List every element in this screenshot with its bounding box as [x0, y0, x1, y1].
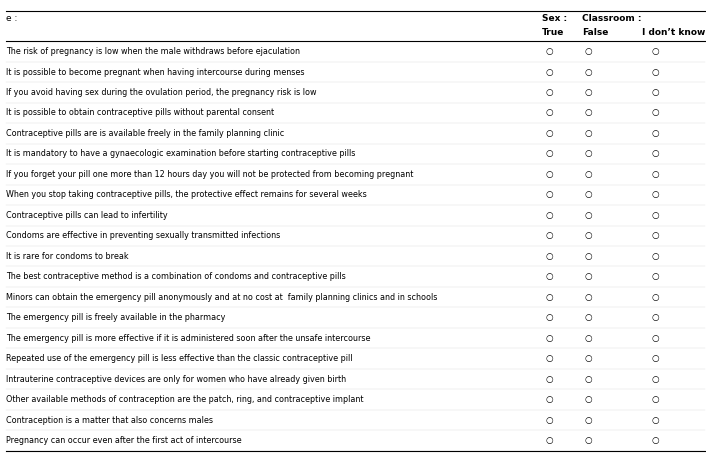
Text: ○: ○ [585, 88, 592, 97]
Text: ○: ○ [585, 313, 592, 322]
Text: ○: ○ [652, 47, 659, 56]
Text: ○: ○ [546, 129, 553, 138]
Text: It is possible to become pregnant when having intercourse during menses: It is possible to become pregnant when h… [6, 67, 304, 77]
Text: ○: ○ [546, 67, 553, 77]
Text: ○: ○ [546, 211, 553, 220]
Text: The risk of pregnancy is low when the male withdraws before ejaculation: The risk of pregnancy is low when the ma… [6, 47, 299, 56]
Text: ○: ○ [585, 334, 592, 343]
Text: ○: ○ [546, 293, 553, 302]
Text: False: False [582, 28, 608, 37]
Text: Repeated use of the emergency pill is less effective than the classic contracept: Repeated use of the emergency pill is le… [6, 354, 352, 363]
Text: ○: ○ [585, 354, 592, 363]
Text: ○: ○ [652, 129, 659, 138]
Text: It is rare for condoms to break: It is rare for condoms to break [6, 252, 128, 261]
Text: It is possible to obtain contraceptive pills without parental consent: It is possible to obtain contraceptive p… [6, 108, 274, 118]
Text: ○: ○ [652, 375, 659, 384]
Text: ○: ○ [585, 436, 592, 445]
Text: True: True [542, 28, 565, 37]
Text: Minors can obtain the emergency pill anonymously and at no cost at  family plann: Minors can obtain the emergency pill ano… [6, 293, 437, 302]
Text: ○: ○ [585, 47, 592, 56]
Text: ○: ○ [546, 252, 553, 261]
Text: Condoms are effective in preventing sexually transmitted infections: Condoms are effective in preventing sexu… [6, 231, 280, 241]
Text: ○: ○ [546, 88, 553, 97]
Text: ○: ○ [585, 211, 592, 220]
Text: ○: ○ [546, 272, 553, 281]
Text: ○: ○ [652, 190, 659, 199]
Text: ○: ○ [652, 211, 659, 220]
Text: Classroom :: Classroom : [582, 14, 641, 23]
Text: ○: ○ [652, 395, 659, 404]
Text: ○: ○ [585, 231, 592, 241]
Text: ○: ○ [546, 334, 553, 343]
Text: If you avoid having sex during the ovulation period, the pregnancy risk is low: If you avoid having sex during the ovula… [6, 88, 316, 97]
Text: ○: ○ [652, 313, 659, 322]
Text: ○: ○ [546, 170, 553, 179]
Text: Intrauterine contraceptive devices are only for women who have already given bir: Intrauterine contraceptive devices are o… [6, 375, 346, 384]
Text: ○: ○ [546, 395, 553, 404]
Text: ○: ○ [546, 190, 553, 199]
Text: ○: ○ [546, 354, 553, 363]
Text: If you forget your pill one more than 12 hours day you will not be protected fro: If you forget your pill one more than 12… [6, 170, 413, 179]
Text: ○: ○ [652, 272, 659, 281]
Text: ○: ○ [585, 272, 592, 281]
Text: ○: ○ [652, 170, 659, 179]
Text: ○: ○ [585, 190, 592, 199]
Text: Pregnancy can occur even after the first act of intercourse: Pregnancy can occur even after the first… [6, 436, 241, 445]
Text: ○: ○ [585, 252, 592, 261]
Text: The emergency pill is freely available in the pharmacy: The emergency pill is freely available i… [6, 313, 225, 322]
Text: ○: ○ [546, 415, 553, 425]
Text: ○: ○ [652, 293, 659, 302]
Text: ○: ○ [652, 415, 659, 425]
Text: ○: ○ [652, 88, 659, 97]
Text: ○: ○ [546, 108, 553, 118]
Text: The best contraceptive method is a combination of condoms and contraceptive pill: The best contraceptive method is a combi… [6, 272, 345, 281]
Text: Other available methods of contraception are the patch, ring, and contraceptive : Other available methods of contraception… [6, 395, 363, 404]
Text: ○: ○ [652, 334, 659, 343]
Text: Sex :: Sex : [542, 14, 568, 23]
Text: ○: ○ [652, 252, 659, 261]
Text: ○: ○ [652, 108, 659, 118]
Text: ○: ○ [546, 47, 553, 56]
Text: ○: ○ [585, 149, 592, 158]
Text: ○: ○ [585, 170, 592, 179]
Text: ○: ○ [546, 313, 553, 322]
Text: ○: ○ [546, 149, 553, 158]
Text: When you stop taking contraceptive pills, the protective effect remains for seve: When you stop taking contraceptive pills… [6, 190, 366, 199]
Text: Contraceptive pills are is available freely in the family planning clinic: Contraceptive pills are is available fre… [6, 129, 284, 138]
Text: ○: ○ [585, 67, 592, 77]
Text: ○: ○ [546, 231, 553, 241]
Text: ○: ○ [546, 436, 553, 445]
Text: ○: ○ [652, 231, 659, 241]
Text: The emergency pill is more effective if it is administered soon after the unsafe: The emergency pill is more effective if … [6, 334, 370, 343]
Text: e :: e : [6, 14, 17, 23]
Text: ○: ○ [652, 67, 659, 77]
Text: ○: ○ [585, 293, 592, 302]
Text: ○: ○ [585, 108, 592, 118]
Text: Contraceptive pills can lead to infertility: Contraceptive pills can lead to infertil… [6, 211, 167, 220]
Text: ○: ○ [585, 375, 592, 384]
Text: ○: ○ [652, 436, 659, 445]
Text: ○: ○ [652, 354, 659, 363]
Text: ○: ○ [546, 375, 553, 384]
Text: It is mandatory to have a gynaecologic examination before starting contraceptive: It is mandatory to have a gynaecologic e… [6, 149, 355, 158]
Text: ○: ○ [652, 149, 659, 158]
Text: ○: ○ [585, 129, 592, 138]
Text: Contraception is a matter that also concerns males: Contraception is a matter that also conc… [6, 415, 213, 425]
Text: ○: ○ [585, 395, 592, 404]
Text: I don’t know: I don’t know [642, 28, 706, 37]
Text: ○: ○ [585, 415, 592, 425]
